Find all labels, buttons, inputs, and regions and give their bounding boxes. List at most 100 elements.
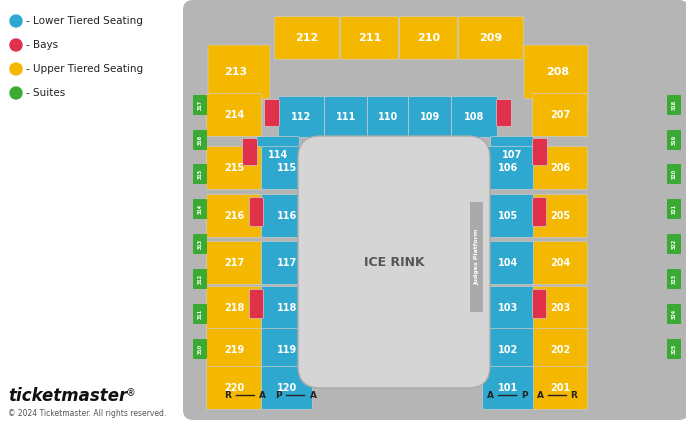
FancyBboxPatch shape	[261, 242, 313, 285]
FancyBboxPatch shape	[532, 366, 587, 409]
Text: 213: 213	[224, 67, 248, 77]
FancyBboxPatch shape	[399, 17, 458, 60]
FancyBboxPatch shape	[458, 17, 523, 60]
FancyBboxPatch shape	[206, 147, 261, 190]
FancyBboxPatch shape	[193, 234, 207, 254]
FancyBboxPatch shape	[667, 234, 681, 254]
FancyBboxPatch shape	[482, 366, 534, 409]
FancyBboxPatch shape	[667, 269, 681, 289]
Polygon shape	[524, 45, 588, 108]
FancyBboxPatch shape	[183, 0, 686, 420]
FancyBboxPatch shape	[274, 17, 340, 60]
Circle shape	[10, 15, 22, 27]
Text: 102: 102	[498, 345, 518, 355]
Text: Judges Platform: Judges Platform	[474, 229, 479, 285]
Text: 101: 101	[498, 383, 518, 393]
Text: A: A	[536, 391, 543, 400]
Text: 210: 210	[417, 33, 440, 43]
FancyBboxPatch shape	[532, 287, 587, 329]
Text: 312: 312	[198, 274, 202, 284]
Text: 212: 212	[296, 33, 318, 43]
FancyBboxPatch shape	[206, 366, 261, 409]
Text: 105: 105	[498, 211, 518, 221]
Text: - Lower Tiered Seating: - Lower Tiered Seating	[26, 16, 143, 26]
FancyBboxPatch shape	[298, 136, 490, 388]
Text: 209: 209	[480, 33, 503, 43]
Text: 109: 109	[420, 112, 440, 122]
Text: 104: 104	[498, 258, 518, 268]
FancyBboxPatch shape	[261, 366, 313, 409]
Text: 323: 323	[672, 274, 676, 284]
Text: 322: 322	[672, 239, 676, 249]
FancyBboxPatch shape	[532, 328, 587, 371]
FancyBboxPatch shape	[193, 339, 207, 359]
FancyBboxPatch shape	[368, 97, 408, 138]
Polygon shape	[208, 45, 270, 108]
FancyBboxPatch shape	[193, 199, 207, 219]
Text: 321: 321	[672, 204, 676, 214]
Circle shape	[10, 39, 22, 51]
Text: 115: 115	[277, 163, 297, 173]
Text: 201: 201	[550, 383, 570, 393]
Text: 311: 311	[198, 309, 202, 319]
FancyBboxPatch shape	[482, 328, 534, 371]
Text: 216: 216	[224, 211, 244, 221]
Text: A: A	[259, 391, 265, 400]
FancyBboxPatch shape	[667, 130, 681, 150]
FancyBboxPatch shape	[193, 130, 207, 150]
FancyBboxPatch shape	[482, 195, 534, 238]
Text: 313: 313	[198, 239, 202, 249]
Text: 325: 325	[672, 344, 676, 354]
Text: 106: 106	[498, 163, 518, 173]
FancyBboxPatch shape	[250, 290, 263, 319]
Text: 219: 219	[224, 345, 244, 355]
Text: 215: 215	[224, 163, 244, 173]
Text: 310: 310	[198, 344, 202, 354]
Text: 314: 314	[198, 204, 202, 214]
FancyBboxPatch shape	[193, 269, 207, 289]
Text: 103: 103	[498, 303, 518, 313]
Text: 320: 320	[672, 169, 676, 179]
Text: 205: 205	[550, 211, 570, 221]
FancyBboxPatch shape	[667, 304, 681, 324]
Text: 110: 110	[378, 112, 398, 122]
FancyBboxPatch shape	[206, 242, 261, 285]
FancyBboxPatch shape	[532, 198, 547, 227]
Text: R: R	[224, 391, 231, 400]
Text: A: A	[486, 391, 493, 400]
FancyBboxPatch shape	[261, 147, 313, 190]
Text: P: P	[521, 391, 528, 400]
FancyBboxPatch shape	[532, 290, 547, 319]
FancyBboxPatch shape	[497, 100, 512, 127]
Text: 319: 319	[672, 135, 676, 145]
Bar	[470, 202, 483, 312]
FancyBboxPatch shape	[193, 164, 207, 184]
Text: ®: ®	[126, 388, 136, 398]
Text: 318: 318	[672, 100, 676, 110]
FancyBboxPatch shape	[408, 97, 451, 138]
FancyBboxPatch shape	[324, 97, 368, 138]
FancyBboxPatch shape	[667, 199, 681, 219]
FancyBboxPatch shape	[451, 97, 497, 138]
Text: 202: 202	[550, 345, 570, 355]
Circle shape	[10, 63, 22, 75]
Text: 116: 116	[277, 211, 297, 221]
FancyBboxPatch shape	[340, 17, 399, 60]
FancyBboxPatch shape	[206, 328, 261, 371]
Text: - Suites: - Suites	[26, 88, 65, 98]
FancyBboxPatch shape	[667, 339, 681, 359]
Text: 204: 204	[550, 258, 570, 268]
Text: 207: 207	[550, 110, 570, 120]
Text: 114: 114	[268, 150, 288, 159]
Text: 220: 220	[224, 383, 244, 393]
Text: 214: 214	[224, 110, 244, 120]
Text: 218: 218	[224, 303, 244, 313]
FancyBboxPatch shape	[250, 198, 263, 227]
FancyBboxPatch shape	[279, 97, 324, 138]
FancyBboxPatch shape	[261, 328, 313, 371]
FancyBboxPatch shape	[242, 138, 257, 165]
FancyBboxPatch shape	[482, 242, 534, 285]
FancyBboxPatch shape	[206, 195, 261, 238]
Text: ICE RINK: ICE RINK	[364, 256, 425, 268]
Text: P: P	[274, 391, 281, 400]
